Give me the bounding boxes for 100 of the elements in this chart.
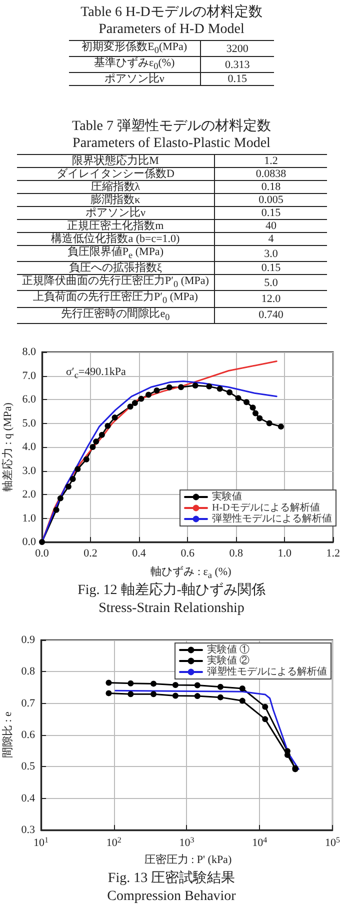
- point: [150, 680, 157, 687]
- point: [57, 495, 64, 502]
- point: [39, 539, 45, 545]
- point: [138, 396, 144, 402]
- y-tick-label: 6.0: [22, 394, 36, 406]
- x-tick-label: 1.2: [326, 548, 340, 560]
- point: [278, 424, 284, 430]
- point: [106, 680, 112, 686]
- point: [252, 410, 258, 416]
- y-tick-label: 0.9: [21, 634, 36, 646]
- legend-label: H-Dモデルによる解析値: [212, 502, 320, 514]
- y-tick-label: 7.0: [22, 370, 36, 382]
- text: Fig. 12 軸差応力-軸ひずみ関係: [76, 582, 266, 599]
- x-axis-title: 圧密圧力 : P' (kPa): [143, 852, 233, 867]
- point: [256, 415, 263, 422]
- y-tick-label: 0.8: [21, 666, 36, 678]
- x-axis-title: 軸ひずみ : ε$_{a}$ (%): [150, 565, 232, 580]
- point: [154, 387, 160, 394]
- legend-label: 弾塑性モデルによる解析値: [207, 666, 327, 678]
- point: [128, 680, 134, 686]
- x-tick-label: 0.8: [229, 548, 244, 560]
- text: Table 6 H-Dモデルの材料定数: [80, 4, 264, 21]
- category-label: 初期変形係数E$_{0}$(MPa): [69, 40, 200, 57]
- point: [235, 395, 242, 402]
- point: [194, 682, 200, 688]
- text: Stress-Strain Relationship: [98, 600, 246, 617]
- y-tick-label: 1.0: [22, 512, 36, 524]
- text: 0.005: [258, 194, 284, 206]
- text: 0.18: [261, 181, 281, 193]
- point: [70, 476, 76, 482]
- text: 0.15: [261, 207, 281, 219]
- text: 0.15: [261, 262, 281, 274]
- point: [74, 466, 81, 472]
- text: 0.740: [258, 309, 284, 322]
- category-label: 限界状態応力比M: [16, 154, 215, 168]
- point: [226, 389, 233, 396]
- category-label: 上負荷面の先行圧密圧力P′$_{0}$ (MPa): [16, 290, 215, 308]
- point: [98, 432, 105, 438]
- text: 0.0838: [256, 168, 286, 180]
- category-label: ポアソン比ν: [69, 72, 200, 86]
- y-tick-label: 3.0: [22, 464, 36, 477]
- point: [65, 484, 72, 490]
- point: [239, 698, 246, 704]
- point: [172, 692, 178, 699]
- y-axis-title: 軸差応力 : q (MPa): [0, 402, 15, 492]
- text: 5.0: [264, 276, 278, 289]
- point: [266, 420, 272, 426]
- point: [150, 691, 157, 698]
- text: 4: [268, 233, 274, 245]
- x-tick-label: 1.0: [278, 548, 292, 560]
- point: [93, 438, 100, 445]
- text: Fig. 13 圧密試験結果: [106, 870, 236, 887]
- category-label: 正規圧密土化指数m: [16, 220, 215, 232]
- text: 40: [265, 220, 276, 232]
- category-label: 正規降伏曲面の先行圧密圧力P′$_{0}$ (MPa): [16, 274, 215, 291]
- category-label: 基準ひずみε$_{0}$(%): [69, 56, 200, 73]
- point: [106, 690, 112, 696]
- text: 0.15: [228, 73, 247, 86]
- text: 12.0: [261, 292, 281, 305]
- point: [166, 384, 172, 390]
- category-label: 圧縮指数λ: [16, 180, 215, 194]
- point: [262, 716, 268, 722]
- text: 1.2: [264, 155, 278, 167]
- point: [83, 456, 90, 462]
- point: [192, 382, 198, 388]
- text: 0.313: [224, 58, 250, 71]
- y-axis-title: 間隙比 : e: [1, 712, 15, 758]
- x-tick-label: 0.2: [84, 548, 98, 560]
- point: [178, 384, 184, 390]
- point: [53, 506, 60, 513]
- point: [172, 682, 178, 688]
- point: [90, 444, 96, 450]
- point: [217, 694, 224, 700]
- annotation: σ′$_{c}$=490.1kPa: [66, 366, 126, 380]
- y-tick-label: 0.0: [22, 536, 36, 548]
- y-tick-label: 0.5: [21, 760, 36, 773]
- point: [262, 704, 268, 710]
- y-tick-label: 0.3: [21, 824, 36, 836]
- category-label: 負圧への拡張指数ξ: [16, 262, 215, 275]
- y-tick-label: 8.0: [22, 346, 36, 358]
- category-label: 先行圧密時の間隙比e$_{0}$: [16, 307, 215, 324]
- category-label: ダイレイタンシー係数D: [16, 168, 215, 180]
- category-label: 膨潤指数κ: [16, 194, 215, 206]
- point: [239, 685, 246, 692]
- y-tick-label: 0.4: [21, 792, 36, 804]
- text: Parameters of Elasto-Plastic Model: [72, 135, 272, 152]
- point: [194, 693, 200, 700]
- text: 3200: [226, 42, 248, 55]
- y-tick-label: 0.7: [21, 697, 36, 710]
- y-tick-label: 2.0: [22, 488, 36, 500]
- legend-label: 実験値 ②: [207, 654, 250, 666]
- x-tick-label: 0.4: [132, 548, 146, 560]
- point: [132, 400, 138, 406]
- point: [216, 386, 223, 392]
- y-tick-label: 0.6: [21, 729, 36, 741]
- x-tick-label: 0.0: [35, 548, 50, 560]
- x-tick-label: 0.6: [180, 548, 195, 560]
- point: [250, 404, 256, 411]
- legend-label: 弾塑性モデルによる解析値: [212, 512, 332, 524]
- point: [217, 684, 224, 690]
